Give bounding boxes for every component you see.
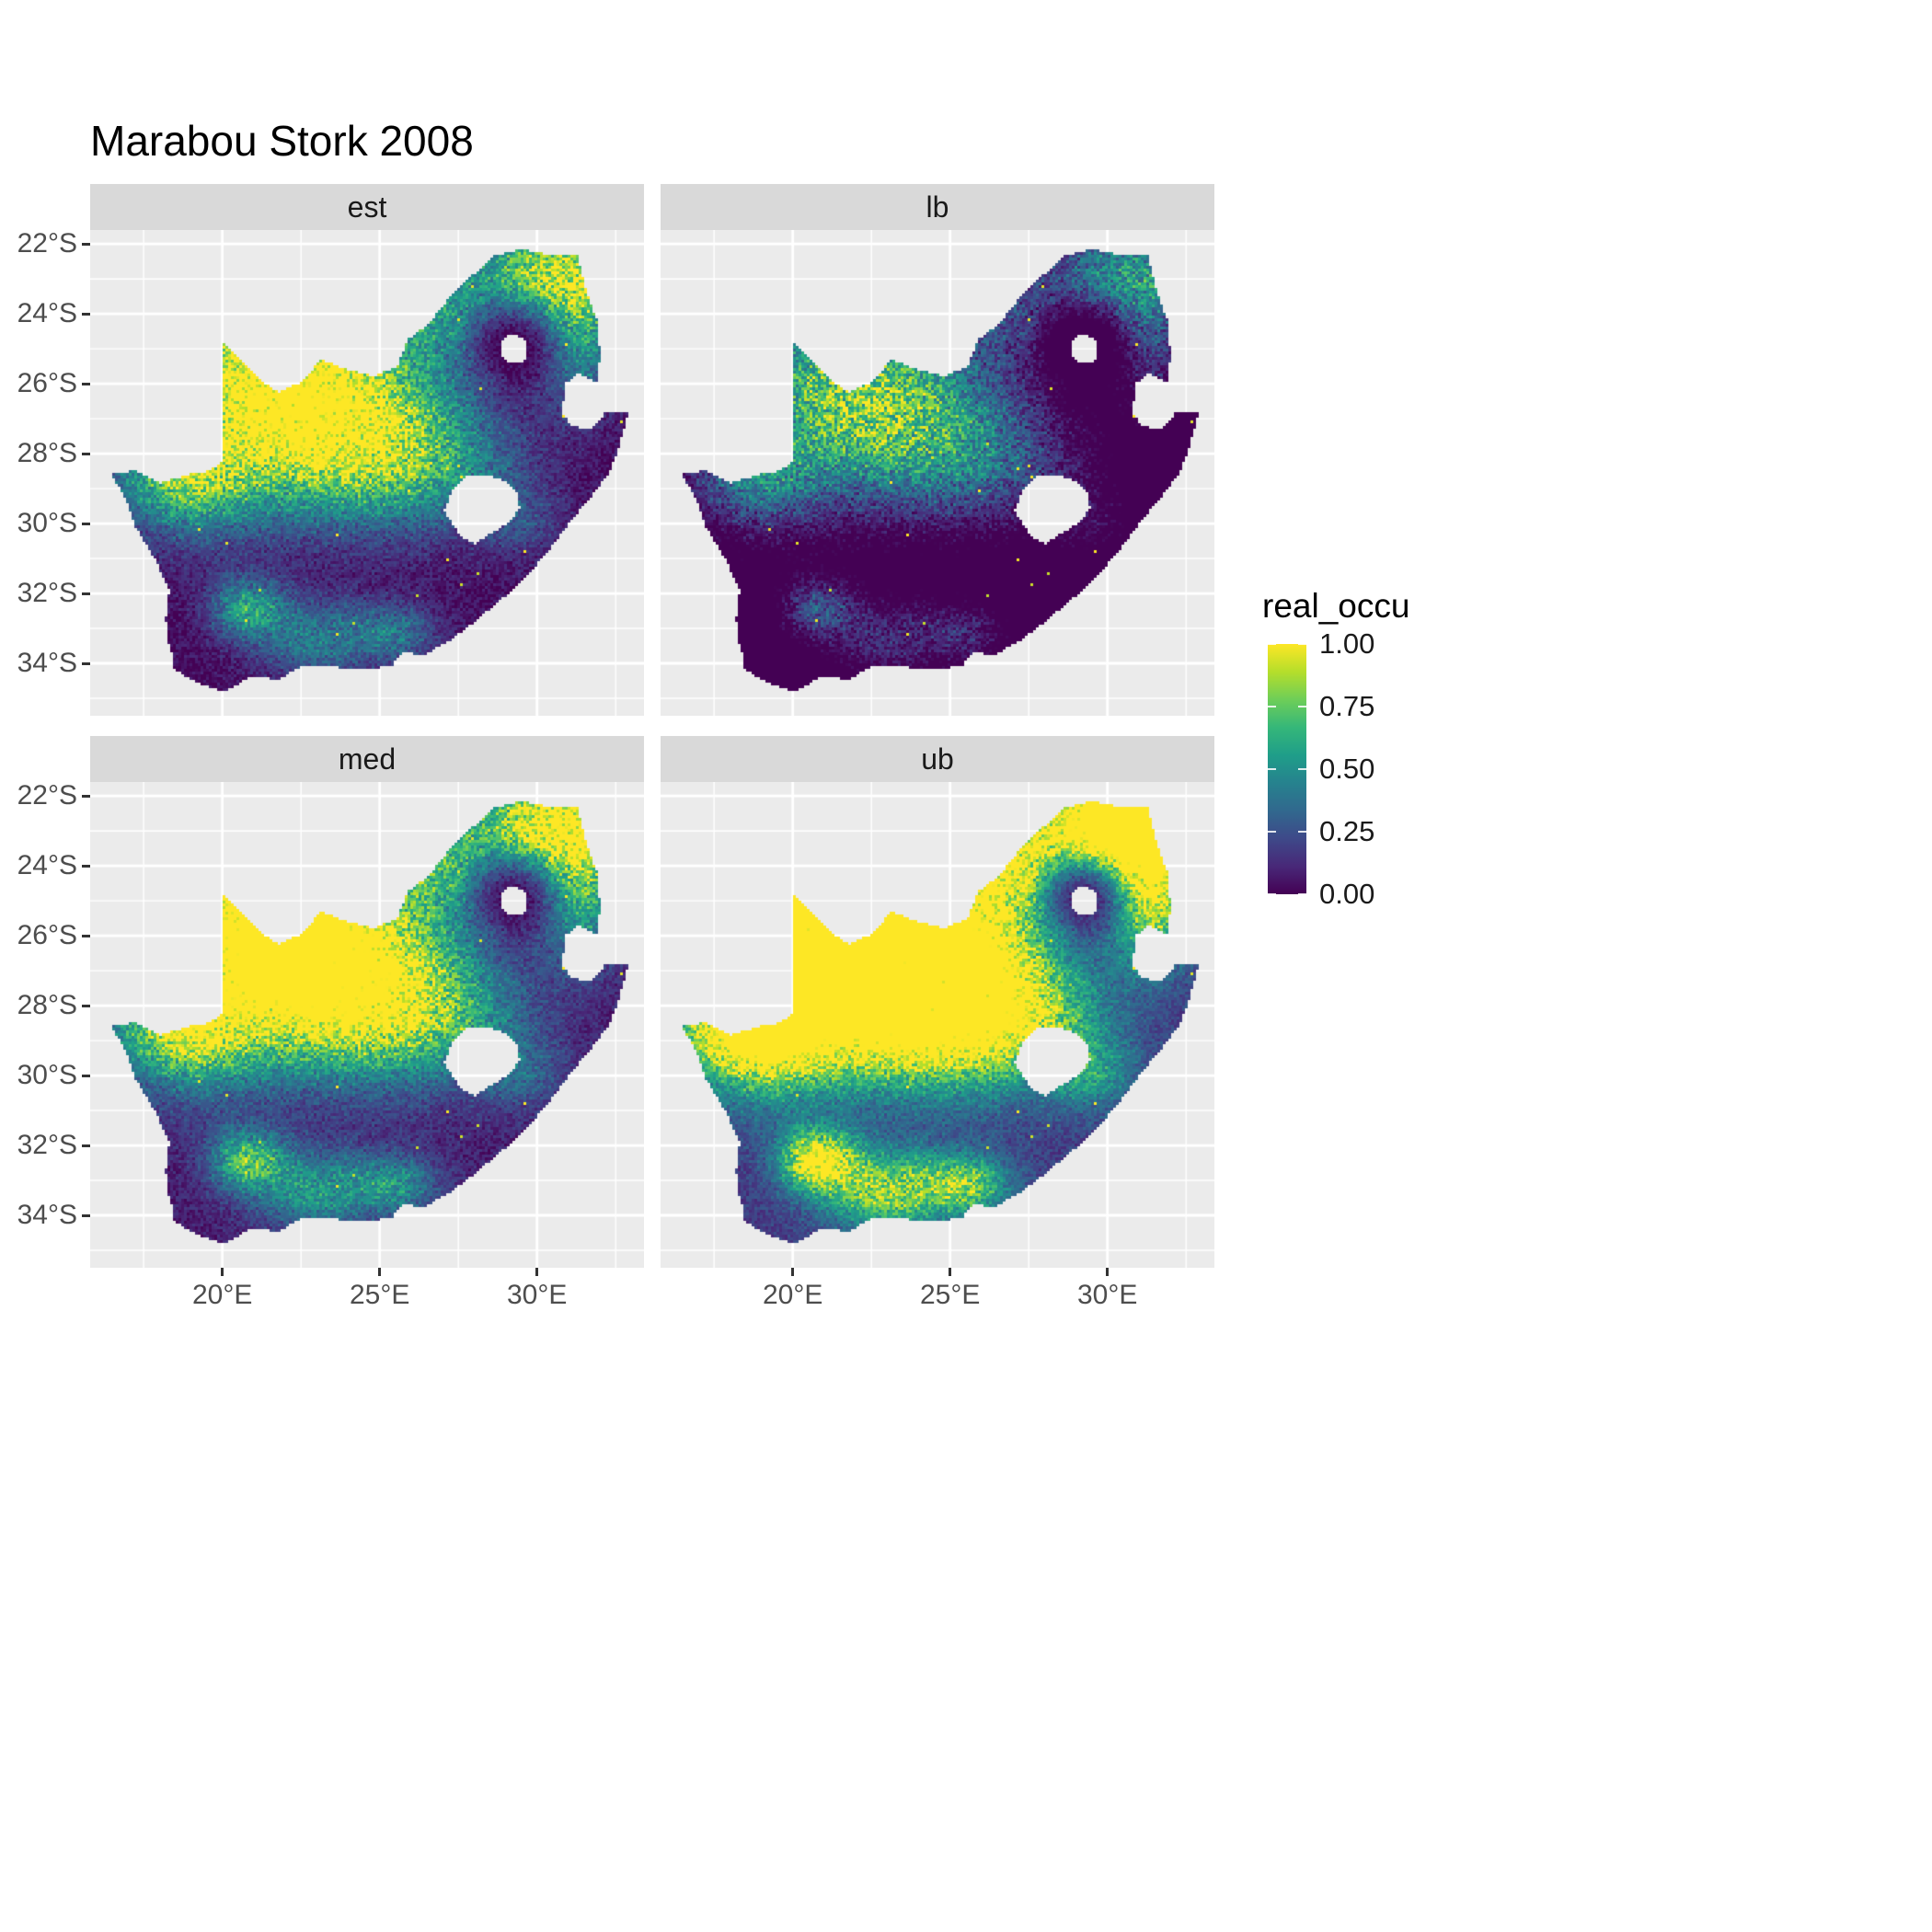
- y-tick-mark: [82, 522, 90, 525]
- legend-tick-mark: [1298, 893, 1306, 895]
- legend-tick-mark: [1298, 768, 1306, 770]
- legend-tick-mark: [1268, 706, 1276, 707]
- y-tick-label: 34°S: [17, 1200, 77, 1231]
- y-tick-mark: [82, 1213, 90, 1217]
- facet-label-med: med: [338, 742, 397, 776]
- x-tick-mark: [221, 1268, 224, 1276]
- x-tick-label: 25°E: [349, 1280, 410, 1310]
- y-tick-mark: [82, 794, 90, 798]
- y-tick-label: 28°S: [17, 438, 77, 469]
- legend-tick-mark: [1268, 643, 1276, 645]
- y-tick-mark: [82, 934, 90, 937]
- y-tick-mark: [82, 864, 90, 868]
- y-tick-label: 22°S: [17, 228, 77, 259]
- legend-tick-label: 0.75: [1319, 690, 1375, 722]
- facet-strip-est: est: [90, 184, 644, 230]
- facet-strip-med: med: [90, 736, 644, 782]
- y-tick-mark: [82, 452, 90, 455]
- y-tick-label: 32°S: [17, 1130, 77, 1161]
- y-tick-mark: [82, 382, 90, 385]
- legend-tick-mark: [1298, 643, 1306, 645]
- y-tick-label: 22°S: [17, 780, 77, 811]
- facet-label-ub: ub: [921, 742, 954, 776]
- x-tick-label: 25°E: [919, 1280, 981, 1310]
- facet-label-est: est: [347, 190, 387, 224]
- legend-tick-mark: [1298, 831, 1306, 833]
- map-panel-med: [90, 782, 644, 1268]
- x-tick-mark: [1106, 1268, 1110, 1276]
- map-panel-est: [90, 230, 644, 716]
- y-tick-mark: [82, 312, 90, 316]
- y-tick-label: 26°S: [17, 368, 77, 399]
- legend-tick-label: 1.00: [1319, 627, 1375, 660]
- legend-tick-mark: [1268, 893, 1276, 895]
- map-panel-lb: [661, 230, 1214, 716]
- y-tick-mark: [82, 592, 90, 595]
- facet-label-lb: lb: [926, 190, 949, 224]
- map-panel-ub: [661, 782, 1214, 1268]
- legend-tick-mark: [1268, 831, 1276, 833]
- plot-title: Marabou Stork 2008: [90, 117, 474, 165]
- y-tick-mark: [82, 661, 90, 665]
- y-tick-label: 24°S: [17, 850, 77, 881]
- y-tick-label: 34°S: [17, 648, 77, 679]
- facet-strip-ub: ub: [661, 736, 1214, 782]
- y-tick-mark: [82, 1004, 90, 1007]
- x-tick-mark: [535, 1268, 539, 1276]
- x-tick-mark: [791, 1268, 795, 1276]
- x-tick-label: 30°E: [1077, 1280, 1138, 1310]
- legend-tick-mark: [1298, 706, 1306, 707]
- x-tick-label: 30°E: [507, 1280, 568, 1310]
- y-tick-label: 26°S: [17, 920, 77, 951]
- facet-strip-lb: lb: [661, 184, 1214, 230]
- legend-tick-label: 0.25: [1319, 815, 1375, 847]
- x-tick-label: 20°E: [191, 1280, 253, 1310]
- y-tick-label: 30°S: [17, 1060, 77, 1091]
- y-tick-label: 28°S: [17, 990, 77, 1021]
- x-tick-mark: [378, 1268, 382, 1276]
- y-tick-label: 30°S: [17, 508, 77, 539]
- y-tick-mark: [82, 1144, 90, 1147]
- legend-title: real_occu: [1262, 587, 1410, 625]
- y-tick-label: 32°S: [17, 578, 77, 609]
- x-tick-mark: [949, 1268, 952, 1276]
- y-tick-label: 24°S: [17, 298, 77, 329]
- x-tick-label: 20°E: [762, 1280, 823, 1310]
- y-tick-mark: [82, 242, 90, 246]
- legend-tick-mark: [1268, 768, 1276, 770]
- legend-tick-label: 0.50: [1319, 753, 1375, 785]
- y-tick-mark: [82, 1074, 90, 1077]
- legend-tick-label: 0.00: [1319, 878, 1375, 910]
